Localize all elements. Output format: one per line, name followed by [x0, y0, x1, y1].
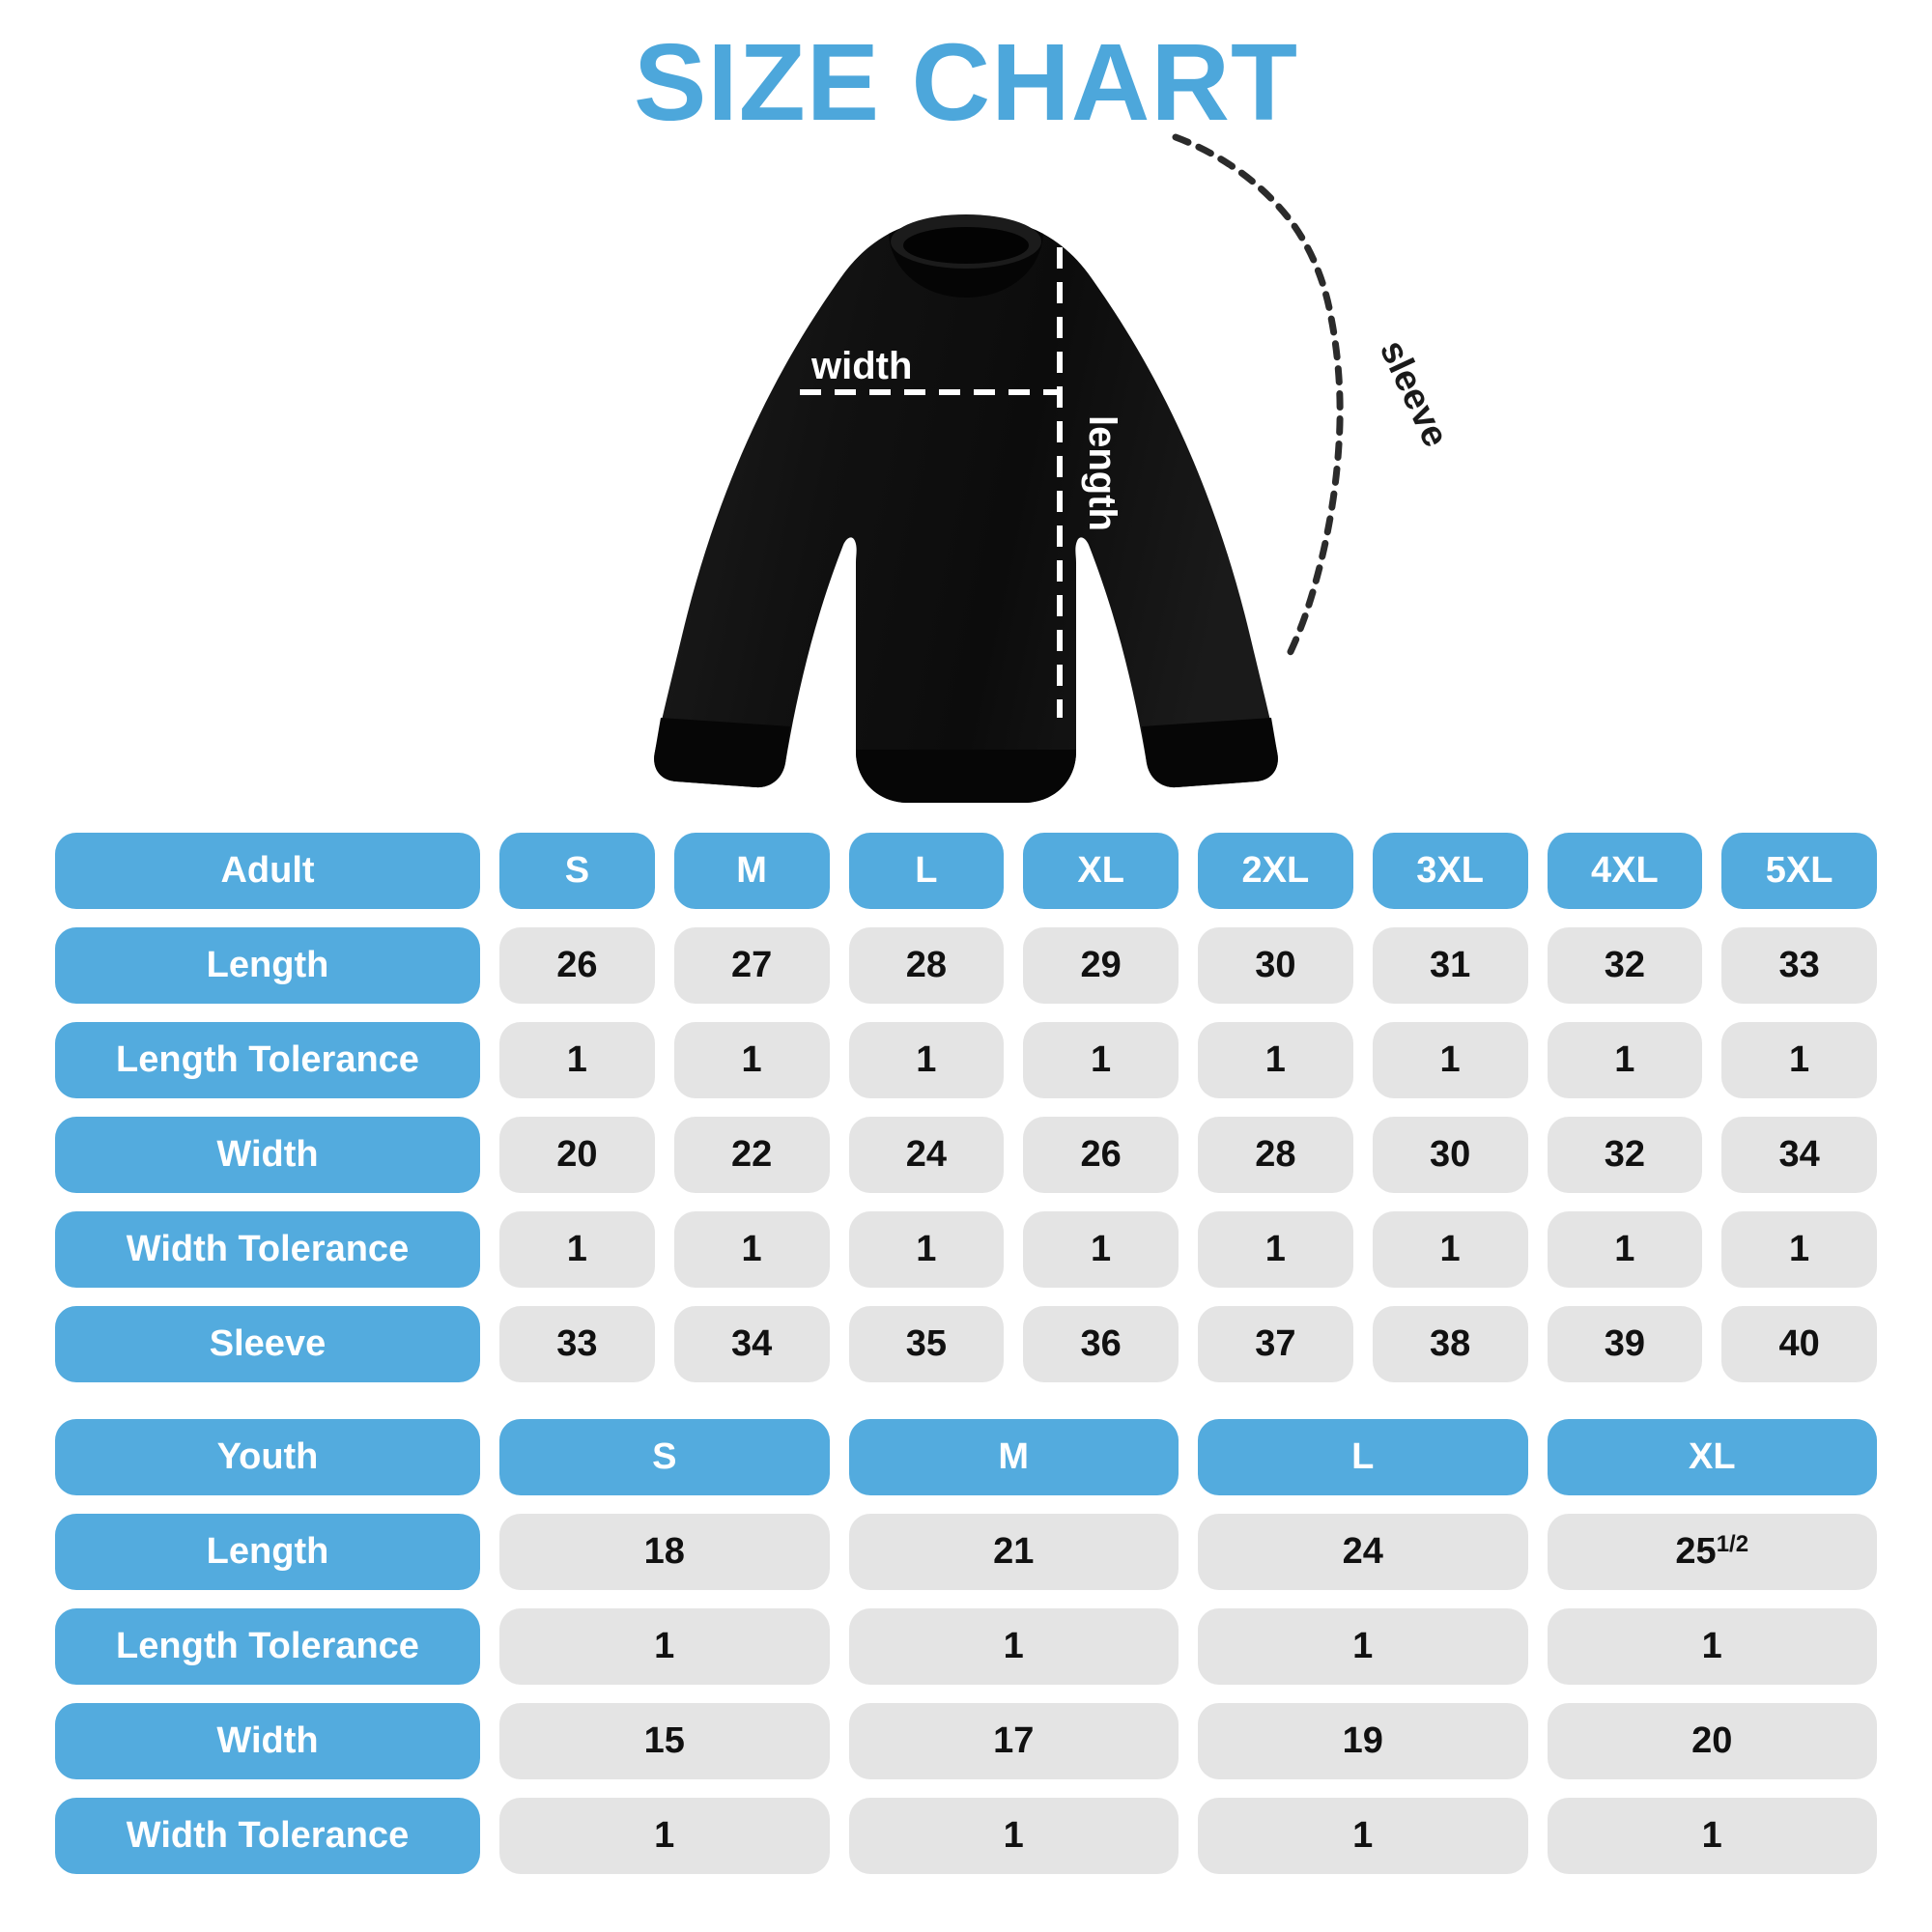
svg-text:length: length: [1081, 415, 1123, 531]
svg-text:sleeve: sleeve: [1372, 334, 1456, 453]
svg-text:width: width: [810, 345, 912, 387]
